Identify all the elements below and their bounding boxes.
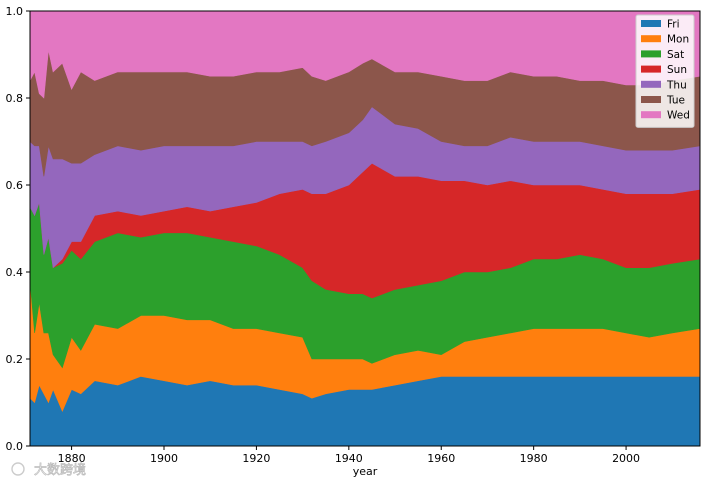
legend-swatch-mon [641, 35, 661, 43]
legend-swatch-wed [641, 111, 661, 119]
y-tick-label: 0.2 [6, 353, 24, 366]
area-layers [29, 10, 701, 447]
watermark-logo-icon [11, 462, 25, 476]
legend-label-sat: Sat [667, 49, 684, 61]
x-tick-label: 1880 [58, 452, 86, 465]
watermark-text: 大数跨境 [34, 463, 86, 478]
y-tick-label: 0.8 [6, 92, 24, 105]
legend-label-mon: Mon [667, 34, 689, 46]
x-tick-label: 2000 [612, 452, 640, 465]
plot-frame [29, 10, 701, 447]
watermark: 大数跨境 [11, 462, 86, 478]
y-axis: 0.0 0.2 0.4 0.6 0.8 1.0 [6, 5, 30, 453]
legend-swatch-thu [641, 80, 661, 88]
y-tick-label: 1.0 [6, 5, 24, 18]
legend-label-wed: Wed [667, 110, 690, 122]
legend-swatch-tue [641, 96, 661, 103]
x-tick-label: 1940 [335, 452, 363, 465]
x-tick-label: 1900 [150, 452, 178, 465]
x-axis: 1880 1900 1920 1940 1960 1980 2000 [58, 446, 640, 465]
y-tick-label: 0.6 [6, 179, 24, 192]
y-tick-label: 0.4 [6, 266, 24, 279]
x-tick-label: 1960 [427, 452, 455, 465]
legend-label-thu: Thu [666, 79, 687, 91]
legend-label-sun: Sun [667, 64, 687, 76]
y-tick-label: 0.0 [6, 440, 24, 453]
legend-label-tue: Tue [666, 95, 685, 107]
x-tick-label: 1980 [520, 452, 548, 465]
x-axis-title: year [353, 465, 378, 478]
legend-swatch-sun [641, 65, 661, 73]
legend: Fri Mon Sat Sun Thu Tue Wed [635, 14, 695, 128]
legend-swatch-sat [641, 50, 661, 58]
legend-swatch-fri [641, 20, 661, 27]
legend-label-fri: Fri [667, 19, 680, 31]
x-tick-label: 1920 [242, 452, 270, 465]
